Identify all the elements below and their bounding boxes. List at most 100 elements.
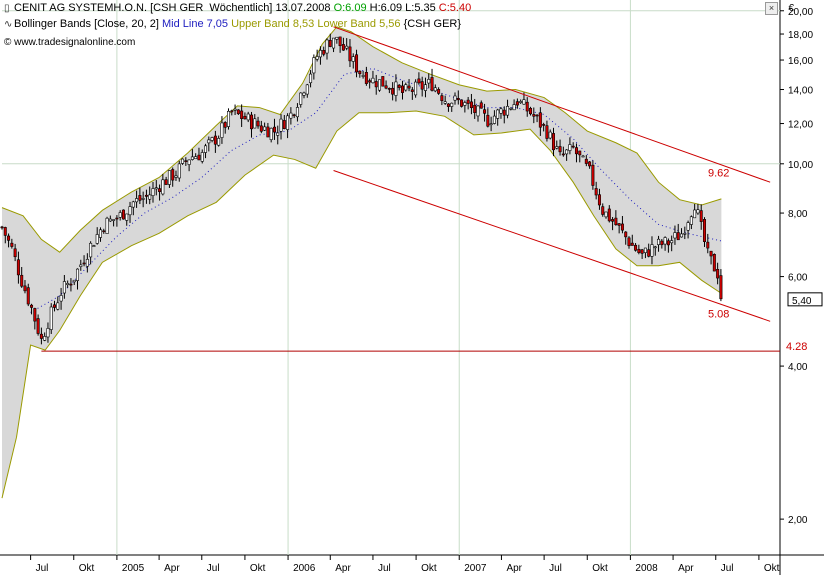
x-tick-label: Apr xyxy=(164,563,180,574)
candle-body xyxy=(358,70,362,75)
candle-body xyxy=(82,262,86,265)
candle-body xyxy=(551,133,555,151)
x-tick-label: 2007 xyxy=(464,563,487,574)
candle-body xyxy=(309,73,313,84)
x-tick-label: 2008 xyxy=(635,563,658,574)
candle-body xyxy=(607,208,611,222)
candle-body xyxy=(240,110,244,119)
candle-body xyxy=(584,158,588,164)
x-tick-label: Apr xyxy=(678,563,694,574)
candle-body xyxy=(548,131,552,139)
candle-body xyxy=(92,245,96,247)
candle-body xyxy=(318,49,322,58)
candle-body xyxy=(689,216,693,225)
candle-body xyxy=(108,218,112,222)
x-tick-label: Okt xyxy=(592,563,608,574)
candle-body xyxy=(709,250,713,257)
candle-body xyxy=(105,217,109,234)
x-tick-label: 2006 xyxy=(293,563,316,574)
candle-body xyxy=(673,232,677,239)
upper-band-label: Upper Band 8,53 xyxy=(231,18,315,30)
candle-body xyxy=(414,81,418,96)
candle-body xyxy=(299,92,303,105)
indicator-name: Bollinger Bands [Close, 20, 2] xyxy=(14,18,159,30)
candle-body xyxy=(282,120,286,129)
upper-band-line xyxy=(1,26,722,253)
close-chart-icon[interactable]: × xyxy=(765,2,778,15)
candle-body xyxy=(335,36,339,40)
candle-body xyxy=(611,219,615,222)
candle-body xyxy=(256,120,260,127)
candle-body xyxy=(43,336,47,341)
candle-body xyxy=(637,248,641,253)
candle-body xyxy=(650,244,654,257)
candle-body xyxy=(663,237,667,245)
y-tick-label: 4,00 xyxy=(788,362,808,373)
candle-body xyxy=(529,107,533,115)
candle-body xyxy=(427,79,431,84)
candle-body xyxy=(315,56,319,60)
candle-body xyxy=(13,248,17,258)
candle-body xyxy=(545,125,549,139)
candle-body xyxy=(348,46,352,62)
candle-body xyxy=(112,219,116,221)
candle-body xyxy=(407,85,411,89)
candle-body xyxy=(532,114,536,117)
support-price-label: 4.28 xyxy=(786,341,807,353)
candle-body xyxy=(26,287,30,305)
candle-body xyxy=(624,231,628,238)
candle-body xyxy=(69,283,73,286)
y-tick-label: 8,00 xyxy=(788,209,808,220)
candle-body xyxy=(499,108,503,114)
x-tick-label: Jul xyxy=(378,563,391,574)
candle-body xyxy=(627,237,631,247)
candle-body xyxy=(420,81,424,90)
candle-body xyxy=(167,170,171,185)
candle-body xyxy=(666,240,670,246)
chart-header-line-2: ∿ Bollinger Bands [Close, 20, 2] Mid Line… xyxy=(4,18,461,31)
candle-body xyxy=(594,188,598,196)
candle-body xyxy=(187,159,191,165)
candle-body xyxy=(30,304,34,308)
candle-body xyxy=(657,238,661,245)
candle-body xyxy=(217,138,221,146)
candle-body xyxy=(453,95,457,101)
candle-body xyxy=(371,77,375,84)
candle-body xyxy=(207,139,211,144)
candle-body xyxy=(128,206,132,216)
candle-body xyxy=(502,109,506,116)
candle-body xyxy=(525,101,529,112)
candle-body xyxy=(614,217,618,226)
candle-body xyxy=(302,92,306,96)
candle-body xyxy=(197,154,201,161)
x-tick-label: 2005 xyxy=(122,563,145,574)
candle-body xyxy=(85,259,89,267)
candle-body xyxy=(617,223,621,226)
candle-body xyxy=(440,95,444,102)
candle-body xyxy=(295,107,299,118)
mid-line xyxy=(30,67,722,313)
candle-body xyxy=(400,85,404,93)
candle-body xyxy=(266,126,270,138)
candle-body xyxy=(716,268,720,279)
candle-body xyxy=(46,328,50,338)
last-price-box xyxy=(787,292,823,307)
candle-body xyxy=(23,285,27,292)
candle-body xyxy=(601,206,605,215)
candle-body xyxy=(568,144,572,151)
x-tick-label: Jul xyxy=(721,563,734,574)
candle-body xyxy=(437,89,441,94)
candle-body xyxy=(712,254,716,272)
candle-body xyxy=(210,137,214,141)
candle-body xyxy=(693,209,697,219)
candle-body xyxy=(620,223,624,231)
candle-body xyxy=(151,188,155,196)
candle-body xyxy=(220,122,224,138)
candle-body xyxy=(522,99,526,105)
candle-body xyxy=(394,81,398,96)
x-tick-label: Jul xyxy=(207,563,220,574)
candle-body xyxy=(542,124,546,126)
y-tick-label: 16,00 xyxy=(788,56,813,67)
candle-body xyxy=(597,194,601,206)
